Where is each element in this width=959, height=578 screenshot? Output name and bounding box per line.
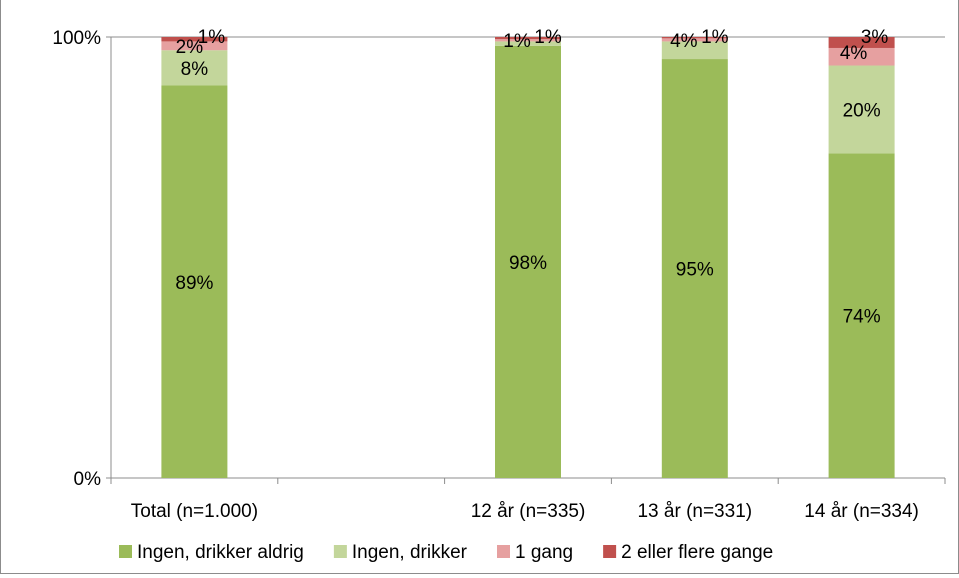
bar-segment (828, 65, 895, 154)
bar-segment (161, 50, 228, 86)
data-label: 95% (676, 260, 714, 281)
bar-segment (661, 59, 728, 479)
bar-layer (161, 37, 895, 479)
data-label: 1% (198, 27, 226, 48)
y-tick-label: 100% (52, 28, 101, 49)
legend: Ingen, drikker aldrig Ingen, drikker 1 gan… (119, 542, 773, 563)
bar-segment (661, 41, 728, 60)
x-category-label: Total (n=1.000) (131, 501, 258, 522)
legend-swatch (333, 545, 347, 558)
legend-swatch (603, 545, 617, 558)
data-label: 1% (534, 27, 562, 48)
legend-label: 2 eller flere gange (621, 542, 773, 563)
legend-label: 1 gang (515, 542, 573, 563)
data-label: 1% (701, 27, 729, 48)
data-label: 1% (503, 31, 531, 52)
bar-segment (161, 37, 228, 42)
label-layer: 89%8%2%1%98%1% 1%95%4% 1%74%20%4%3% (175, 27, 888, 328)
y-tick-label: 0% (74, 469, 102, 490)
data-label: 3% (861, 27, 889, 48)
bar-segment (828, 47, 895, 66)
x-category-label: 12 år (n=335) (471, 501, 586, 522)
x-category-label: 14 år (n=334) (804, 501, 919, 522)
bar-segment (495, 39, 561, 42)
bar-segment (828, 153, 895, 479)
data-label: 4% (670, 31, 698, 52)
x-category-label: 13 år (n=331) (637, 501, 752, 522)
bar-segment (495, 37, 561, 40)
data-label: 4% (840, 43, 868, 64)
legend-swatch (497, 545, 510, 558)
bar-segment (661, 37, 728, 39)
bar-segment (828, 37, 895, 48)
bar-segment (161, 41, 228, 51)
legend-label: Ingen, drikker aldrig (137, 542, 304, 563)
data-label: 89% (175, 273, 213, 294)
data-label: 74% (843, 307, 881, 328)
data-label: 20% (843, 100, 881, 121)
legend-swatch (119, 545, 132, 558)
data-label: 2% (176, 37, 204, 58)
bar-segment (661, 38, 728, 42)
bar-segment (495, 45, 561, 478)
bar-segment (161, 85, 228, 478)
data-label: 8% (181, 59, 209, 80)
bar-segment (495, 41, 561, 46)
axis-layer: 0% 100% Total (n=1.000) 12 år (n=335) 13 år … (52, 28, 946, 522)
legend-label: Ingen, drikker (352, 542, 468, 563)
data-label: 98% (509, 253, 547, 274)
